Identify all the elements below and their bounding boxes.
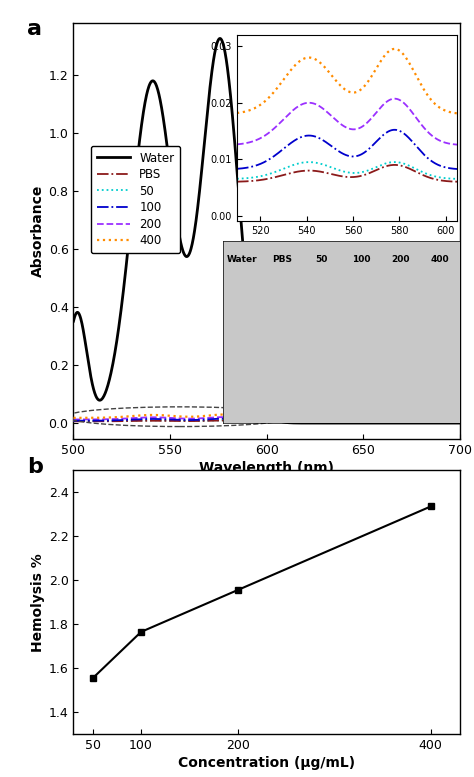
X-axis label: Wavelength (nm): Wavelength (nm) xyxy=(199,461,334,475)
Y-axis label: Hemolysis %: Hemolysis % xyxy=(30,552,45,652)
Text: 400: 400 xyxy=(431,256,449,264)
Text: PBS: PBS xyxy=(272,256,292,264)
Text: 100: 100 xyxy=(352,256,370,264)
Text: a: a xyxy=(27,19,42,39)
Text: 50: 50 xyxy=(315,256,328,264)
Y-axis label: Absorbance: Absorbance xyxy=(30,185,45,277)
Text: 200: 200 xyxy=(391,256,410,264)
X-axis label: Concentration (μg/mL): Concentration (μg/mL) xyxy=(178,756,355,770)
Text: b: b xyxy=(27,457,43,477)
Legend: Water, PBS, 50, 100, 200, 400: Water, PBS, 50, 100, 200, 400 xyxy=(91,145,181,253)
Text: Water: Water xyxy=(227,256,258,264)
